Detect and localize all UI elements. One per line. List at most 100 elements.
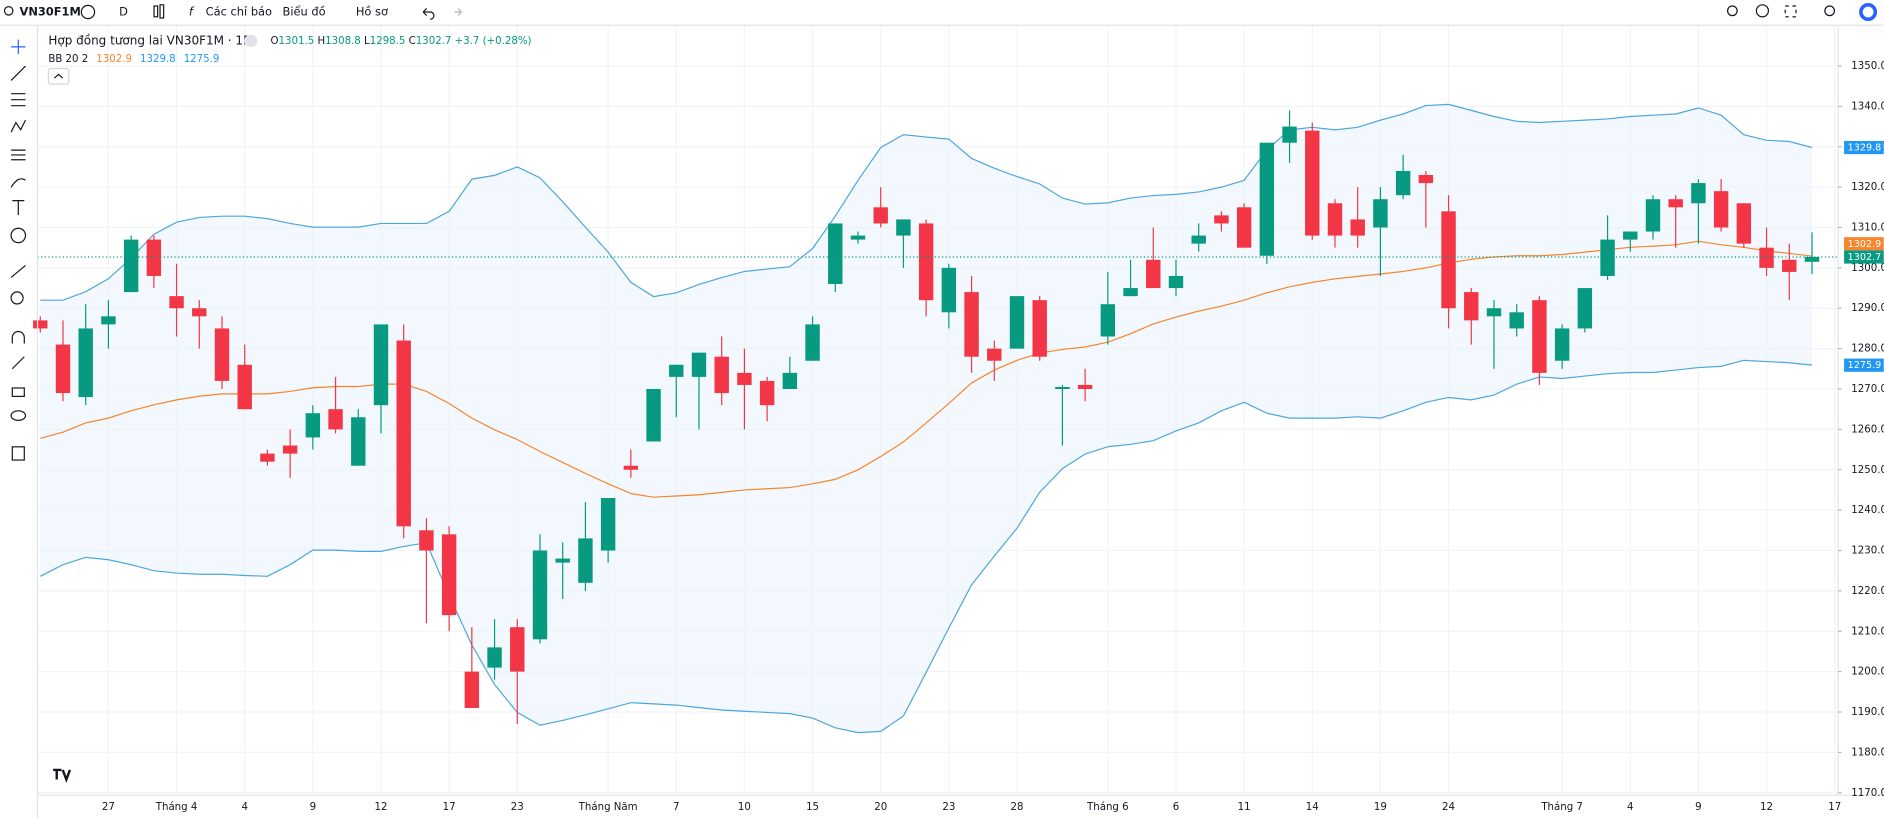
candle-body xyxy=(691,352,707,377)
fib-tool[interactable] xyxy=(11,93,26,107)
x-tick-label: 4 xyxy=(241,802,247,813)
y-tick-label: 1180.0 xyxy=(1851,747,1884,758)
y-tick-label: 1280.0 xyxy=(1851,344,1884,355)
collapse-icon xyxy=(53,73,64,79)
crosshair-tool[interactable] xyxy=(11,39,26,55)
candle-body xyxy=(146,239,162,276)
y-tick-label: 1270.0 xyxy=(1851,384,1884,395)
chart-type-button[interactable]: Biểu đồ xyxy=(283,5,326,19)
candle-body xyxy=(351,417,366,466)
candle-body xyxy=(1032,300,1047,357)
candle-body xyxy=(101,316,116,325)
x-tick-label: 17 xyxy=(443,802,456,813)
candle-body xyxy=(1554,328,1570,361)
y-tick-label: 1220.0 xyxy=(1851,586,1884,597)
candle-body xyxy=(1577,288,1593,329)
bar-style-icon[interactable] xyxy=(153,5,159,18)
x-tick-label: Tháng 4 xyxy=(155,801,198,813)
text-tool[interactable] xyxy=(12,199,25,216)
fullscreen-icon[interactable] xyxy=(1784,5,1797,18)
projection-tool[interactable] xyxy=(11,149,26,161)
search-icon[interactable] xyxy=(3,6,14,16)
x-tick-label: 6 xyxy=(1173,802,1179,813)
candle-body xyxy=(1441,211,1456,309)
candle-body xyxy=(1509,312,1524,329)
profile-button[interactable]: Hồ sơ xyxy=(356,5,388,19)
candle-body xyxy=(169,296,184,309)
zoom-icon[interactable] xyxy=(1726,5,1738,17)
collapse-button[interactable] xyxy=(47,67,70,85)
line-tool[interactable] xyxy=(10,65,26,81)
redo-icon[interactable] xyxy=(454,7,462,17)
candle-body xyxy=(1146,259,1161,289)
x-tick-label: 20 xyxy=(874,802,887,813)
candle-body xyxy=(555,558,570,563)
emoji-tool[interactable] xyxy=(10,227,27,244)
visibility-tool[interactable] xyxy=(10,410,27,422)
zoom-tool[interactable] xyxy=(10,291,24,305)
candle-body xyxy=(1759,247,1774,268)
logo-icon xyxy=(1859,3,1878,22)
y-tick-label: 1170.0 xyxy=(1851,788,1884,799)
pattern-tool[interactable] xyxy=(10,119,27,133)
symbol[interactable]: VN30F1M xyxy=(19,5,80,19)
drawing-mode-tool[interactable] xyxy=(11,356,25,370)
ruler-tool[interactable] xyxy=(10,264,26,278)
candle-body xyxy=(1691,183,1706,204)
lock-tool[interactable] xyxy=(11,387,25,397)
candle-body xyxy=(441,534,457,616)
fx-icon: f xyxy=(189,5,195,19)
x-tick-label: Tháng 7 xyxy=(1540,801,1583,813)
legend-value: 1301.5 xyxy=(279,36,315,47)
band-fill xyxy=(40,104,1812,733)
brush-tool[interactable] xyxy=(10,178,26,188)
legend-dot xyxy=(244,34,258,47)
candle-body xyxy=(1009,296,1025,349)
candle-body xyxy=(510,627,525,672)
y-tick-label: 1350.0 xyxy=(1851,61,1884,72)
candle-body xyxy=(987,348,1002,361)
candle-body xyxy=(237,364,252,410)
plot-layer: 1170.0 1180.0 1190.0 1200.0 1210.0 1220.0 1230… xyxy=(33,26,1884,813)
candle-body xyxy=(260,453,275,462)
candle-body xyxy=(600,498,616,551)
indicators-button[interactable]: Các chỉ báo xyxy=(206,5,272,19)
candle-body xyxy=(1191,235,1206,244)
legend-value: 1302.7 xyxy=(416,36,452,47)
candle-body xyxy=(1532,300,1547,373)
magnet-tool[interactable] xyxy=(11,330,25,344)
candle-body xyxy=(1373,199,1388,228)
undo-icon[interactable] xyxy=(422,7,435,20)
candle-body xyxy=(1168,275,1184,289)
candle-body xyxy=(759,380,775,406)
x-tick-label: 23 xyxy=(942,802,955,813)
candle-body xyxy=(396,340,411,527)
x-tick-label: 9 xyxy=(1695,802,1701,813)
upper-line xyxy=(40,103,1813,301)
price-tag xyxy=(1844,237,1884,251)
price-tag xyxy=(1844,358,1884,372)
candle-body xyxy=(214,328,230,381)
add-symbol-icon[interactable] xyxy=(80,4,96,20)
x-tick-label: 9 xyxy=(310,802,316,813)
candle-body xyxy=(578,538,593,583)
x-tick-label: 17 xyxy=(1828,802,1841,813)
x-tick-label: 24 xyxy=(1442,802,1455,813)
candle-body xyxy=(1395,170,1411,196)
share-icon[interactable] xyxy=(1824,5,1836,17)
candle-body xyxy=(623,465,639,470)
candle-body xyxy=(1464,292,1479,321)
delete-tool[interactable] xyxy=(11,446,25,461)
y-tick-label: 1310.0 xyxy=(1851,222,1884,233)
candle-body xyxy=(1782,259,1797,272)
price-tag-label: 1302.9 xyxy=(1848,239,1882,250)
candle-body xyxy=(419,530,434,551)
candle-body xyxy=(646,388,661,442)
lower-line xyxy=(40,359,1813,734)
interval[interactable]: D xyxy=(119,5,128,19)
candle-body xyxy=(33,320,48,329)
settings-icon[interactable] xyxy=(1755,4,1770,18)
legend-letter: C xyxy=(409,36,416,47)
x-tick-label: 19 xyxy=(1374,802,1387,813)
